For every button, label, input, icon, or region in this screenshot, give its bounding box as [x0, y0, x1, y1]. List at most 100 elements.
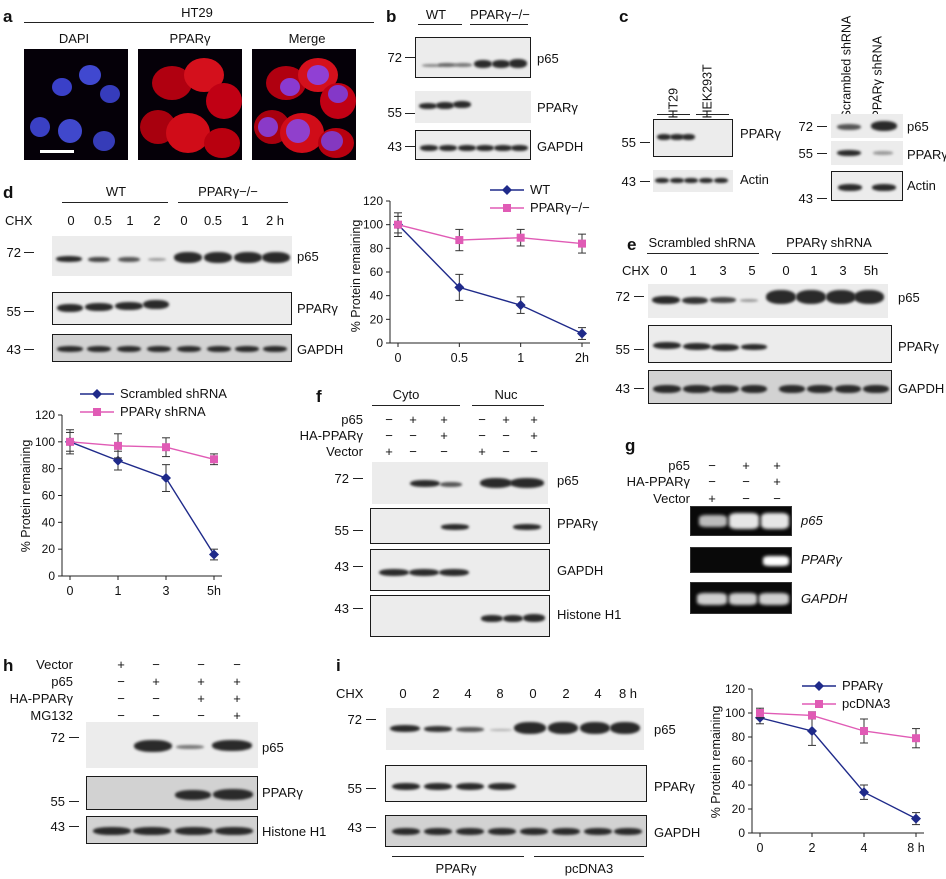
h-sign-r3-c1: −: [152, 708, 160, 723]
f-sign-r0-c3: −: [478, 412, 486, 427]
f-row-vec: Vector: [326, 444, 363, 459]
d-mw-72: 72: [6, 245, 21, 260]
y-tick-label: 60: [42, 489, 56, 503]
y-tick-label: 20: [370, 312, 384, 326]
f-blot-p65: [372, 462, 548, 504]
y-tick-label: 80: [732, 730, 746, 744]
f-sign-r2-c4: −: [502, 444, 510, 459]
data-point: [516, 233, 525, 242]
i-group-ppary-line: [392, 856, 524, 857]
x-tick-label: 3: [163, 584, 170, 598]
b-group-ko: PPARγ−/−: [470, 7, 530, 22]
b-tick-55: [405, 113, 415, 114]
d-blot-p65: [52, 236, 292, 276]
y-axis-label: % Protein remaining: [19, 440, 33, 553]
c-protein-ppary-r: PPARγ: [907, 147, 946, 162]
f-mw-72: 72: [334, 471, 349, 486]
i-blot-ppary: [385, 765, 647, 802]
c-protein-actin: Actin: [740, 172, 769, 187]
d-chx-label: CHX: [5, 213, 33, 228]
ppary-label: PPARγ: [169, 31, 211, 46]
b-blot-p65: [415, 37, 531, 78]
f-protein-gapdh: GAPDH: [557, 563, 604, 578]
x-tick-label: 2h: [575, 351, 589, 365]
i-time-6: 4: [594, 686, 602, 701]
b-mw-43: 43: [387, 139, 402, 154]
i-time-3: 8: [496, 686, 504, 701]
y-tick-label: 40: [732, 778, 746, 792]
b-blot-gapdh: [415, 130, 531, 160]
y-tick-label: 0: [376, 336, 383, 350]
chart-i: 0 20 40 60 80 100 120 0 2 4 8 h % Protein remaining…: [709, 678, 925, 855]
series-line-1: [759, 712, 917, 739]
y-tick-label: 60: [732, 754, 746, 768]
f-mw-43b: 43: [334, 601, 349, 616]
e-group-sh: PPARγ shRNA: [786, 235, 872, 250]
b-protein-ppary: PPARγ: [537, 100, 578, 115]
g-sign-r1-c1: −: [742, 474, 750, 489]
d-blot-ppary: [52, 292, 292, 325]
d-time-0: 0: [67, 213, 75, 228]
data-point: [394, 220, 402, 229]
c-blot-p65: [831, 114, 903, 138]
g-sign-r1-c0: −: [708, 474, 716, 489]
panel-label-g: g: [625, 436, 636, 455]
f-protein-ppary: PPARγ: [557, 516, 598, 531]
f-fraction-nuc: Nuc: [494, 387, 518, 402]
x-tick-label: 5h: [207, 584, 221, 598]
h-sign-r0-c2: −: [197, 657, 205, 672]
e-mw-55: 55: [615, 342, 630, 357]
x-tick-label: 0: [395, 351, 402, 365]
panel-label-c: c: [619, 7, 629, 26]
series-line-0: [69, 441, 215, 555]
f-sign-r0-c1: +: [409, 412, 417, 427]
e-protein-gapdh: GAPDH: [898, 381, 945, 396]
f-sign-r2-c3: +: [478, 444, 486, 459]
h-blot-histone: [86, 816, 258, 844]
d-tick-43: [24, 349, 34, 350]
h-sign-r1-c2: +: [197, 674, 205, 689]
c-tick-r43: [817, 198, 827, 199]
h-sign-r2-c2: +: [197, 691, 205, 706]
cell-line-line: [24, 22, 374, 23]
e-time-4: 0: [782, 263, 790, 278]
h-sign-r2-c1: −: [152, 691, 160, 706]
e-tick-55: [634, 349, 644, 350]
cell-line-label: HT29: [181, 5, 213, 20]
b-mw-55: 55: [387, 105, 402, 120]
f-sign-r2-c5: −: [530, 444, 538, 459]
series-line-1: [69, 441, 215, 460]
series-line-0: [759, 717, 917, 820]
h-protein-ppary: PPARγ: [262, 785, 303, 800]
i-mw-72: 72: [347, 712, 362, 727]
f-sign-r2-c2: −: [440, 444, 448, 459]
y-axis-label: % Protein remaining: [709, 706, 723, 819]
f-sign-r2-c0: +: [385, 444, 393, 459]
f-sign-r1-c3: −: [478, 428, 486, 443]
i-tick-43: [366, 827, 376, 828]
h-row-vector: Vector: [36, 657, 73, 672]
f-sign-r0-c4: +: [502, 412, 510, 427]
b-tick-72: [405, 57, 415, 58]
f-mw-43: 43: [334, 559, 349, 574]
legend-marker: [815, 700, 823, 708]
c-mw-43: 43: [621, 174, 636, 189]
c-tick-r55: [817, 153, 827, 154]
scale-bar: [40, 150, 74, 153]
h-tick-72: [69, 737, 79, 738]
d-time-3: 2: [153, 213, 161, 228]
c-lane-shppary: PPARγ shRNA: [870, 36, 885, 119]
i-group-pcdna: pcDNA3: [564, 861, 614, 876]
data-point: [515, 300, 526, 311]
legend-marker: [503, 204, 511, 212]
f-sign-r1-c2: +: [440, 428, 448, 443]
data-point: [162, 443, 170, 452]
d-group-ko-line: [178, 202, 288, 203]
i-blot-gapdh: [385, 815, 647, 847]
y-tick-label: 120: [363, 194, 383, 208]
chart-d: 0 20 40 60 80 100 120 0 0.5 1 2h % Protein remainin…: [349, 182, 590, 365]
h-tick-43: [69, 826, 79, 827]
i-protein-p65: p65: [654, 722, 676, 737]
data-point: [66, 437, 74, 446]
data-point: [756, 709, 764, 717]
